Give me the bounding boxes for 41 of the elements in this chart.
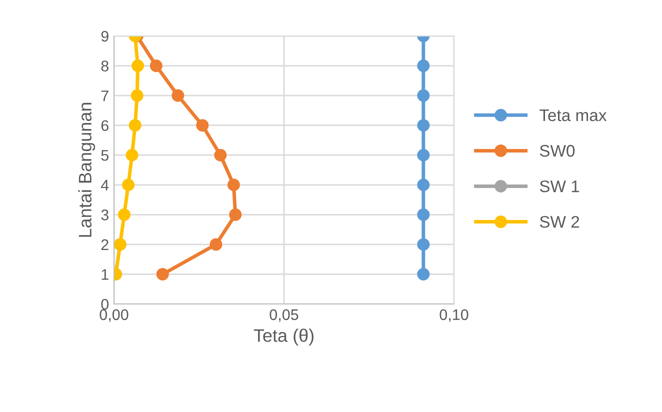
point [130,89,144,102]
point [118,208,130,221]
point [417,60,430,72]
y-tick-label: 9 [101,30,108,42]
point [417,119,430,132]
y-tick-label: 7 [101,90,108,102]
y-tick-label: 1 [102,269,108,280]
point [417,178,430,192]
legend-label: SW 1 [540,180,580,192]
legend-label: Teta max [540,110,607,122]
point [132,60,144,72]
point [210,238,222,251]
point [150,60,162,72]
legend-label: SW0 [540,144,575,157]
point [126,148,138,162]
legend-label: SW 2 [540,216,580,228]
point [417,238,430,251]
point [156,268,169,280]
point [122,178,135,192]
y-tick-label: 0 [101,298,109,310]
y-tick-label: 6 [101,120,108,132]
point [417,208,430,221]
y-tick-label: 4 [100,180,109,190]
y-tick-label: 2 [101,239,108,250]
x-axis-title: Teta (θ) [254,328,314,346]
y-axis-title: Lantai Bangunan [78,102,96,237]
point [128,119,142,132]
point [214,148,227,162]
point [196,119,209,132]
point [417,148,430,162]
point [172,89,184,102]
point [227,178,240,192]
y-tick-label: 5 [101,150,108,161]
point [417,268,430,280]
x-tick-label: 0,00 [100,309,128,322]
x-tick-label: 0,05 [270,309,298,322]
point [417,89,430,102]
x-tick-label: 0,10 [440,309,468,322]
y-tick-label: 3 [101,210,108,220]
y-tick-label: 8 [101,60,108,72]
point [229,208,242,221]
